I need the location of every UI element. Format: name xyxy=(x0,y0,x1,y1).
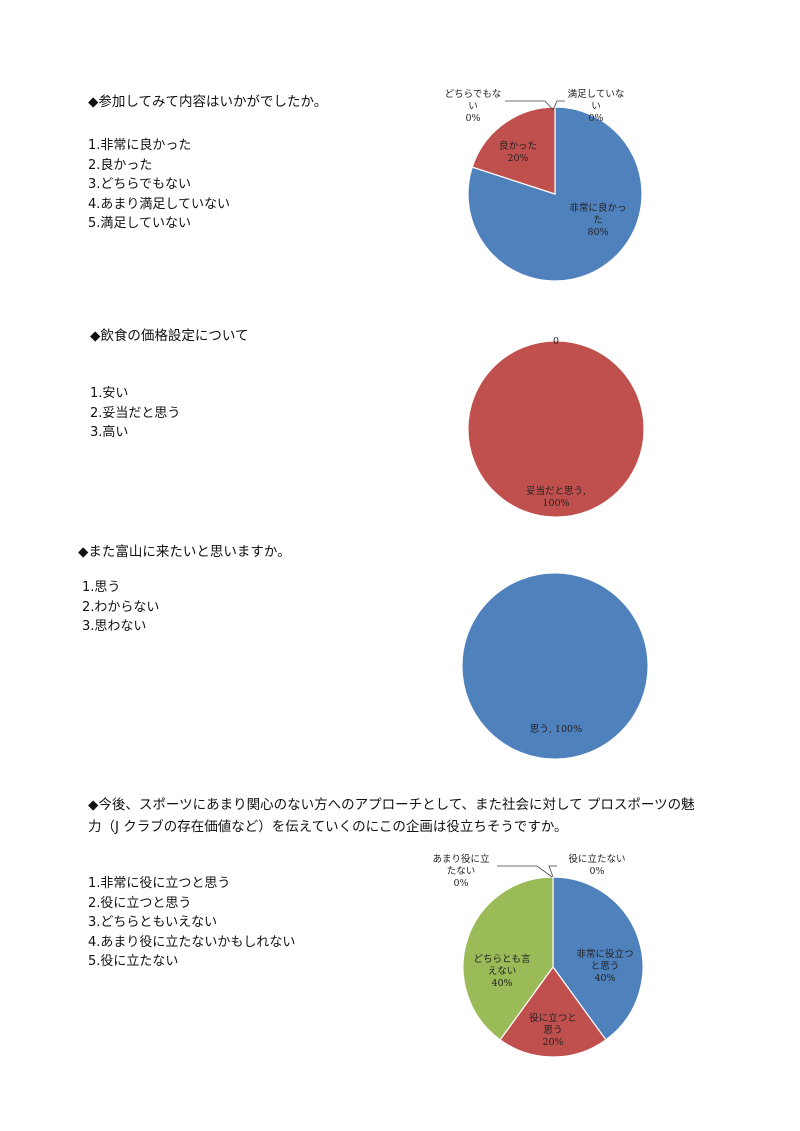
pie-slice-label: どちらでもない 0% xyxy=(445,89,502,124)
option-item: 1.安い xyxy=(90,386,129,401)
pie-slice-label: 非常に役立つと思う 40% xyxy=(576,948,633,984)
pie-slice-label: 0 xyxy=(553,336,559,347)
question-3: ◆また富山に来たいと思いますか。 1.思う 2.わからない 3.思わない xyxy=(78,542,291,637)
pie-slice-label: どちらとも言えない 40% xyxy=(473,953,531,989)
pie-slice xyxy=(471,106,556,195)
option-item: 3.どちらともいえない xyxy=(88,915,218,930)
question-1-options: 1.非常に良かった 2.良かった 3.どちらでもない 4.あまり満足していない … xyxy=(88,136,327,234)
leader-line xyxy=(552,100,565,111)
pie-slice-label: 思う, 100% xyxy=(530,724,582,735)
pie-slice-label: 役に立つと思う 20% xyxy=(529,1012,577,1048)
pie-slice xyxy=(461,572,649,760)
option-item: 1.非常に役に立つと思う xyxy=(88,876,231,891)
option-item: 2.役に立つと思う xyxy=(88,895,192,911)
option-item: 5.満足していない xyxy=(88,216,192,231)
option-item: 2.妥当だと思う xyxy=(90,405,181,421)
question-4-text-line-2: 力（J クラブの存在価値など）を伝えていくのにこの企画は役立ちそうですか。 xyxy=(88,819,568,835)
question-4: ◆今後、スポーツにあまり関心のない方へのアプローチとして、また社会に対して プロ… xyxy=(88,794,748,972)
question-1-text: ◆参加してみて内容はいかがでしたか。 xyxy=(88,94,328,110)
pie-slice-label: 役に立たない 0% xyxy=(568,853,625,877)
question-3-text: ◆また富山に来たいと思いますか。 xyxy=(78,544,291,560)
question-4-text-line-1: ◆今後、スポーツにあまり関心のない方へのアプローチとして、また社会に対して プロ… xyxy=(88,797,695,813)
pie-slice xyxy=(467,340,645,518)
pie-slice-label: 満足していない 0% xyxy=(568,89,625,124)
pie-slice-label: 非常に良かった 80% xyxy=(569,202,626,238)
option-item: 4.あまり満足していない xyxy=(88,196,231,212)
question-1: ◆参加してみて内容はいかがでしたか。 1.非常に良かった 2.良かった 3.どち… xyxy=(88,92,327,234)
option-item: 1.非常に良かった xyxy=(88,138,192,153)
leader-line xyxy=(548,865,557,878)
leader-line xyxy=(505,100,554,111)
pie-slice xyxy=(499,965,607,1058)
pie-slice xyxy=(552,876,644,1041)
option-item: 2.良かった xyxy=(88,157,153,173)
option-item: 1.思う xyxy=(82,580,121,595)
question-2-options: 1.安い 2.妥当だと思う 3.高い xyxy=(90,384,248,443)
question-2: ◆飲食の価格設定について 1.安い 2.妥当だと思う 3.高い xyxy=(90,326,248,443)
question-2-text: ◆飲食の価格設定について xyxy=(90,328,249,344)
option-item: 5.役に立たない xyxy=(88,954,179,969)
question-4-options: 1.非常に役に立つと思う 2.役に立つと思う 3.どちらともいえない 4.あまり… xyxy=(88,874,748,972)
leader-line xyxy=(497,865,553,878)
option-item: 3.思わない xyxy=(82,619,147,634)
option-item: 3.高い xyxy=(90,425,129,440)
pie-slice-label: 良かった 20% xyxy=(499,140,537,164)
pie-slice xyxy=(462,876,554,1041)
pie-slice-label: あまり役に立たない 0% xyxy=(432,853,489,889)
option-item: 2.わからない xyxy=(82,599,160,615)
option-item: 3.どちらでもない xyxy=(88,177,192,192)
option-item: 4.あまり役に立たないかもしれない xyxy=(88,934,296,950)
pie-slice-label: 妥当だと思う, 100% xyxy=(526,485,586,509)
question-3-options: 1.思う 2.わからない 3.思わない xyxy=(82,578,291,637)
